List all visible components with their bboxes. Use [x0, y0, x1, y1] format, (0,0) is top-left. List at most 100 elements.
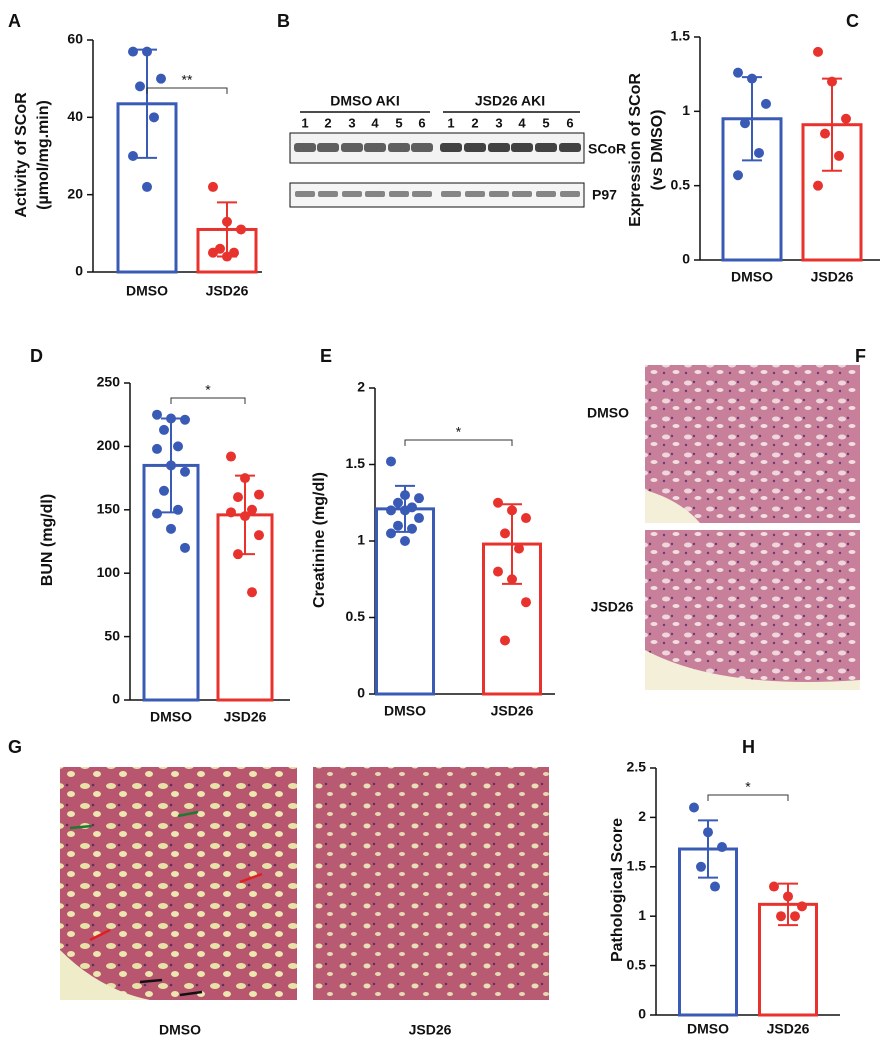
data-point [696, 861, 706, 872]
y-tick-label: 2.5 [627, 759, 647, 775]
significance-label: * [745, 779, 751, 795]
data-point [247, 504, 257, 515]
band [441, 191, 461, 197]
data-point [254, 530, 264, 541]
histology-image [645, 530, 860, 690]
data-point [493, 566, 503, 577]
data-point [222, 216, 232, 227]
band [389, 191, 409, 197]
lane-label: 2 [471, 115, 478, 130]
data-point [386, 456, 396, 467]
y-tick-label: 100 [97, 564, 121, 580]
band [412, 191, 432, 197]
band [295, 191, 315, 197]
data-point [507, 505, 517, 516]
data-point [514, 543, 524, 554]
data-point [128, 46, 138, 57]
data-point [386, 505, 396, 516]
band [317, 143, 339, 152]
data-point [233, 492, 243, 503]
y-tick-label: 0.5 [627, 956, 647, 972]
histology-edge [645, 490, 700, 523]
y-tick-label: 0 [357, 685, 365, 701]
band [560, 191, 580, 197]
data-point [159, 424, 169, 435]
x-tick-label: DMSO [150, 709, 192, 725]
data-point [152, 409, 162, 420]
data-point [790, 911, 800, 922]
data-point [226, 451, 236, 462]
y-tick-label: 200 [97, 437, 121, 453]
band [535, 143, 557, 152]
data-point [407, 523, 417, 534]
x-tick-label: DMSO [731, 269, 773, 285]
data-point [414, 493, 424, 504]
data-point [813, 180, 823, 191]
data-point [507, 574, 517, 585]
y-tick-label: 2 [638, 808, 646, 824]
data-point [827, 76, 837, 87]
band [318, 191, 338, 197]
y-tick-label: 1.5 [627, 858, 647, 874]
x-tick-label: JSD26 [811, 269, 854, 285]
data-point [834, 150, 844, 161]
data-point [733, 67, 743, 78]
data-point [733, 170, 743, 181]
band [464, 143, 486, 152]
data-point [173, 504, 183, 515]
panel-letter: C [846, 11, 859, 31]
data-point [173, 441, 183, 452]
y-tick-label: 0 [112, 691, 120, 707]
panel-letter: A [8, 11, 21, 31]
y-tick-label: 0 [638, 1006, 646, 1022]
data-point [247, 587, 257, 598]
panel-letter: F [855, 346, 866, 366]
data-point [740, 118, 750, 129]
data-point [166, 523, 176, 534]
x-tick-label: JSD26 [491, 703, 534, 719]
data-point [820, 128, 830, 139]
data-point [149, 112, 159, 123]
data-point [783, 891, 793, 902]
caption: JSD26 [409, 1022, 452, 1038]
data-point [797, 901, 807, 912]
data-point [128, 151, 138, 161]
y-tick-label: 1.5 [346, 455, 366, 471]
y-axis-label: (µmol/mg.min) [35, 100, 52, 210]
band [365, 191, 385, 197]
x-tick-label: JSD26 [767, 1021, 810, 1037]
x-tick-label: DMSO [384, 703, 426, 719]
histology-image [60, 767, 297, 1000]
data-point [813, 46, 823, 57]
row-label: JSD26 [591, 599, 634, 615]
data-point [400, 536, 410, 546]
lane-label: 2 [324, 115, 331, 130]
y-axis-label: Creatinine (mg/dl) [311, 472, 328, 608]
data-point [135, 81, 145, 92]
band [465, 191, 485, 197]
y-tick-label: 60 [67, 31, 83, 47]
y-axis-label: Pathological Score [609, 818, 626, 962]
data-point [236, 224, 246, 235]
panel-letter: E [320, 346, 332, 366]
data-point [689, 802, 699, 813]
blot-box [289, 182, 585, 208]
y-tick-label: 20 [67, 185, 83, 201]
band [364, 143, 386, 152]
lane-label: 3 [495, 115, 502, 130]
row-label: DMSO [587, 405, 629, 421]
x-tick-label: JSD26 [206, 283, 249, 299]
data-point [240, 473, 250, 484]
band [489, 191, 509, 197]
y-axis-label: Activity of SCoR [13, 92, 30, 218]
y-tick-label: 0.5 [346, 608, 366, 624]
significance-label: * [456, 424, 462, 440]
lane-label: 4 [518, 115, 526, 130]
data-point [393, 520, 403, 531]
arrows [69, 810, 263, 997]
data-point [222, 251, 232, 262]
data-point [142, 46, 152, 57]
data-point [703, 827, 713, 838]
data-point [754, 147, 764, 158]
data-point [414, 513, 424, 524]
